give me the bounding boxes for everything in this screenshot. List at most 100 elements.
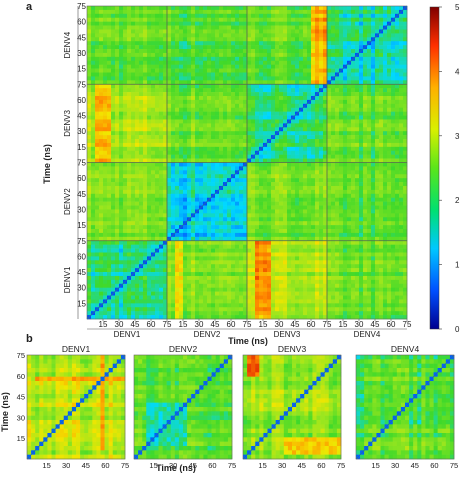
heatmap-cell bbox=[167, 221, 172, 226]
heatmap-cell bbox=[211, 111, 216, 116]
heatmap-cell bbox=[403, 95, 408, 101]
heatmap-cell bbox=[331, 150, 336, 155]
heatmap-cell bbox=[327, 56, 332, 62]
heatmap-cell bbox=[179, 244, 184, 249]
heatmap-cell bbox=[303, 185, 308, 191]
heatmap-cell bbox=[371, 107, 376, 112]
heatmap-cell bbox=[203, 72, 208, 77]
heatmap-cell bbox=[187, 229, 192, 234]
heatmap-cell bbox=[319, 92, 324, 97]
heatmap-cell bbox=[95, 221, 100, 226]
heatmap-cell bbox=[191, 221, 196, 226]
heatmap-cell bbox=[327, 225, 332, 230]
heatmap-cell bbox=[139, 45, 144, 50]
heatmap-cell bbox=[183, 119, 188, 124]
heatmap-cell bbox=[135, 150, 140, 155]
heatmap-cell bbox=[343, 236, 348, 242]
heatmap-cell bbox=[343, 76, 348, 81]
heatmap-cell bbox=[103, 131, 108, 136]
heatmap-cell bbox=[155, 52, 160, 58]
heatmap-cell bbox=[319, 236, 324, 242]
heatmap-cell bbox=[347, 56, 352, 62]
heatmap-cell bbox=[371, 209, 376, 214]
heatmap-cell bbox=[259, 150, 264, 155]
heatmap-cell bbox=[199, 158, 204, 163]
heatmap-cell bbox=[323, 146, 328, 152]
heatmap-cell bbox=[259, 95, 264, 101]
heatmap-cell bbox=[183, 131, 188, 136]
heatmap-cell bbox=[231, 131, 236, 136]
heatmap-cell bbox=[159, 166, 164, 171]
heatmap-cell bbox=[223, 170, 228, 175]
heatmap-cell bbox=[139, 174, 144, 179]
heatmap-cell bbox=[375, 185, 380, 191]
heatmap-cell bbox=[227, 9, 232, 15]
heatmap-cell bbox=[331, 92, 336, 97]
heatmap-cell bbox=[383, 68, 388, 73]
heatmap-cell bbox=[347, 123, 352, 128]
heatmap-cell bbox=[143, 127, 148, 132]
heatmap-cell bbox=[287, 170, 292, 175]
heatmap-cell bbox=[199, 174, 204, 179]
heatmap-cell bbox=[235, 68, 240, 73]
heatmap-cell bbox=[263, 60, 268, 65]
heatmap-cell bbox=[151, 6, 156, 11]
heatmap-cell bbox=[387, 142, 392, 148]
heatmap-cell bbox=[127, 221, 132, 226]
heatmap-cell bbox=[395, 236, 400, 242]
heatmap-cell bbox=[387, 17, 392, 22]
heatmap-cell bbox=[367, 21, 372, 26]
heatmap-cell bbox=[159, 111, 164, 116]
heatmap-cell bbox=[399, 80, 404, 85]
heatmap-cell bbox=[187, 221, 192, 226]
heatmap-cell bbox=[287, 178, 292, 183]
heatmap-cell bbox=[323, 52, 328, 58]
heatmap-cell bbox=[283, 92, 288, 97]
heatmap-cell bbox=[99, 240, 104, 245]
heatmap-cell bbox=[355, 119, 360, 124]
heatmap-cell bbox=[279, 240, 284, 245]
heatmap-cell bbox=[331, 139, 336, 144]
heatmap-cell bbox=[171, 244, 176, 249]
heatmap-cell bbox=[335, 236, 340, 242]
heatmap-cell bbox=[239, 9, 244, 15]
heatmap-cell bbox=[135, 9, 140, 15]
heatmap-cell bbox=[123, 162, 128, 167]
heatmap-cell bbox=[163, 107, 168, 112]
heatmap-cell bbox=[163, 182, 168, 187]
heatmap-cell bbox=[243, 146, 248, 152]
heatmap-cell bbox=[251, 170, 256, 175]
heatmap-cell bbox=[299, 37, 304, 42]
heatmap-cell bbox=[271, 56, 276, 62]
heatmap-cell bbox=[155, 221, 160, 226]
heatmap-cell bbox=[91, 95, 96, 101]
heatmap-cell bbox=[179, 217, 184, 222]
heatmap-cell bbox=[399, 72, 404, 77]
heatmap-cell bbox=[403, 127, 408, 132]
heatmap-cell bbox=[375, 150, 380, 155]
heatmap-cell bbox=[315, 221, 320, 226]
heatmap-cell bbox=[243, 209, 248, 214]
heatmap-cell bbox=[119, 60, 124, 65]
heatmap-cell bbox=[127, 37, 132, 42]
heatmap-cell bbox=[335, 80, 340, 85]
heatmap-cell bbox=[187, 64, 192, 69]
heatmap-cell bbox=[103, 119, 108, 124]
heatmap-cell bbox=[115, 166, 120, 171]
heatmap-cell bbox=[363, 49, 368, 54]
heatmap-cell bbox=[279, 189, 284, 195]
heatmap-cell bbox=[103, 217, 108, 222]
heatmap-cell bbox=[375, 244, 380, 249]
heatmap-cell bbox=[119, 13, 124, 19]
heatmap-cell bbox=[91, 41, 96, 46]
heatmap-cell bbox=[403, 193, 408, 199]
heatmap-cell bbox=[359, 123, 364, 128]
heatmap-cell bbox=[395, 166, 400, 171]
heatmap-cell bbox=[355, 221, 360, 226]
heatmap-cell bbox=[383, 185, 388, 191]
heatmap-cell bbox=[95, 158, 100, 163]
heatmap-cell bbox=[239, 76, 244, 81]
heatmap-cell bbox=[99, 197, 104, 202]
heatmap-cell bbox=[263, 158, 268, 163]
heatmap-cell bbox=[207, 158, 212, 163]
